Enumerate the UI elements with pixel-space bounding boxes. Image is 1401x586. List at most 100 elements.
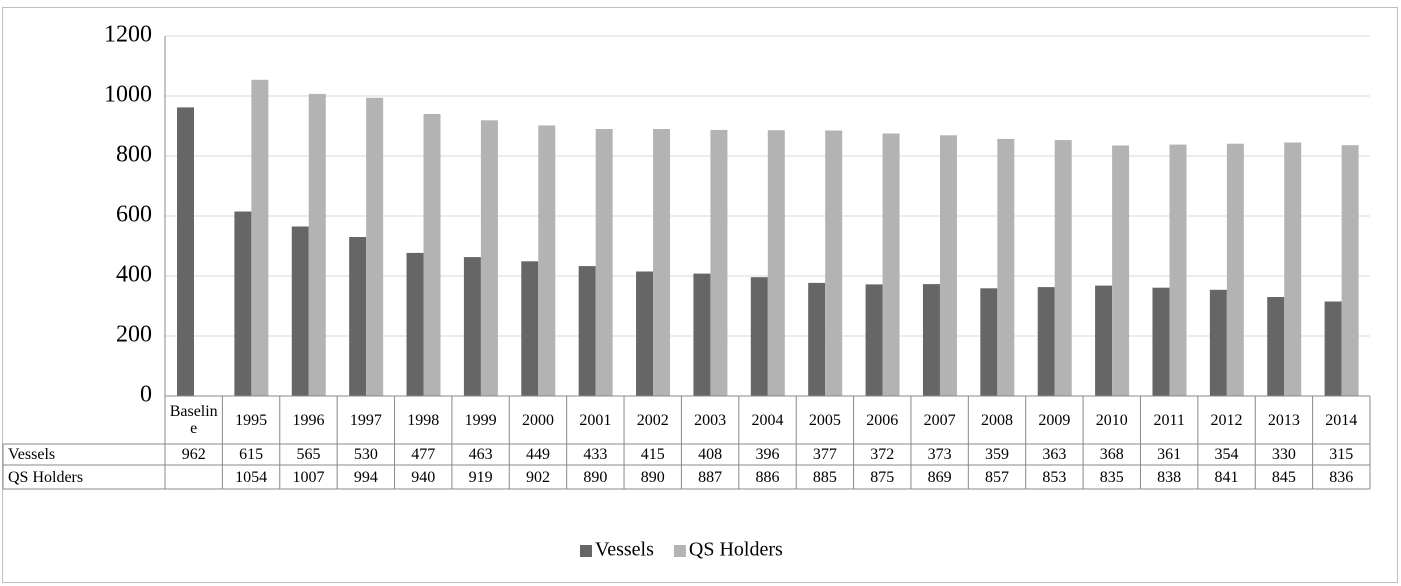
bar bbox=[177, 107, 194, 397]
table-value: 565 bbox=[296, 446, 321, 463]
bar bbox=[750, 277, 768, 396]
x-tick-label: 2004 bbox=[751, 411, 784, 429]
bar bbox=[767, 130, 785, 396]
table-value: 354 bbox=[1214, 446, 1239, 463]
table-value: 377 bbox=[812, 446, 837, 463]
table-value bbox=[165, 465, 222, 489]
table-value: 887 bbox=[698, 468, 723, 486]
table-value: 853 bbox=[1042, 468, 1067, 486]
x-tick-label: 1995 bbox=[235, 411, 268, 429]
x-tick-label: 2005 bbox=[808, 411, 841, 429]
bar bbox=[291, 226, 309, 396]
bar bbox=[595, 129, 613, 396]
bar bbox=[825, 130, 843, 396]
bar bbox=[234, 211, 252, 396]
bar bbox=[653, 129, 671, 396]
table-value: 433 bbox=[583, 446, 608, 463]
bar bbox=[980, 288, 998, 396]
table-value: 449 bbox=[525, 446, 550, 463]
table-value: 885 bbox=[812, 468, 837, 486]
table-value: 1054 bbox=[235, 468, 268, 486]
bar bbox=[423, 114, 441, 396]
bar bbox=[521, 261, 539, 396]
table-value: 615 bbox=[239, 446, 264, 463]
table-value: 890 bbox=[583, 468, 608, 486]
x-tick-label: 2003 bbox=[694, 411, 727, 429]
bar bbox=[636, 271, 654, 396]
x-tick-label: Baseline bbox=[169, 403, 218, 437]
table-row-label: QS Holders bbox=[8, 468, 84, 486]
x-tick-label: 2010 bbox=[1095, 411, 1128, 429]
table-value: 962 bbox=[181, 446, 206, 463]
y-tick-label: 200 bbox=[116, 322, 152, 348]
bar bbox=[1226, 143, 1244, 396]
x-tick-label: 1996 bbox=[292, 411, 325, 429]
bar bbox=[349, 237, 367, 396]
bar bbox=[997, 138, 1015, 396]
table-value: 940 bbox=[411, 468, 436, 486]
table-value: 845 bbox=[1271, 468, 1296, 486]
bar bbox=[1284, 142, 1302, 396]
bar bbox=[710, 129, 728, 396]
bar bbox=[463, 257, 481, 396]
table-value: 919 bbox=[468, 468, 493, 486]
table-value: 463 bbox=[468, 446, 493, 463]
x-tick-label: 2007 bbox=[923, 411, 956, 429]
bar bbox=[1054, 140, 1072, 396]
x-tick-label: 1999 bbox=[464, 411, 497, 429]
table-value: 869 bbox=[927, 468, 952, 486]
bar bbox=[251, 79, 269, 397]
table-value: 373 bbox=[927, 446, 952, 463]
x-tick-label: 2000 bbox=[521, 411, 554, 429]
table-value: 330 bbox=[1271, 446, 1296, 463]
x-tick-label: 2009 bbox=[1038, 411, 1071, 429]
x-tick-label: 2001 bbox=[579, 411, 612, 429]
bar bbox=[939, 135, 957, 397]
table-value: 372 bbox=[870, 446, 895, 463]
table-value: 361 bbox=[1157, 446, 1182, 463]
legend-swatch bbox=[580, 545, 592, 557]
bar bbox=[1037, 287, 1055, 396]
bar bbox=[578, 266, 596, 396]
table-value: 902 bbox=[525, 468, 550, 486]
legend-swatch bbox=[673, 545, 686, 557]
x-tick-label: 2014 bbox=[1325, 411, 1358, 429]
x-tick-label: 2012 bbox=[1210, 411, 1243, 429]
table-value: 875 bbox=[870, 468, 895, 486]
bar bbox=[1112, 145, 1130, 396]
table-value: 359 bbox=[985, 446, 1010, 463]
table-value: 408 bbox=[698, 446, 723, 463]
x-tick-label: 2013 bbox=[1267, 411, 1300, 429]
bar bbox=[1341, 145, 1359, 396]
bar bbox=[308, 93, 326, 397]
bar bbox=[406, 252, 424, 396]
y-tick-label: 1200 bbox=[104, 22, 152, 48]
x-tick-label: 2011 bbox=[1153, 411, 1185, 429]
y-tick-label: 600 bbox=[116, 202, 152, 228]
table-value: 363 bbox=[1042, 446, 1067, 463]
table-value: 1007 bbox=[292, 468, 325, 486]
table-value: 841 bbox=[1214, 468, 1239, 486]
table-value: 838 bbox=[1157, 468, 1182, 486]
table-value: 477 bbox=[411, 446, 436, 463]
x-tick-label: 2006 bbox=[866, 411, 899, 429]
legend-label: Vessels bbox=[595, 539, 654, 561]
table-value: 396 bbox=[755, 446, 780, 463]
table-value: 886 bbox=[755, 468, 780, 486]
bar bbox=[1095, 285, 1113, 396]
bar bbox=[1209, 289, 1227, 396]
y-tick-label: 400 bbox=[116, 262, 152, 288]
bar bbox=[1169, 144, 1187, 396]
table-value: 530 bbox=[353, 446, 378, 463]
table-value: 836 bbox=[1329, 468, 1354, 486]
table-value: 890 bbox=[640, 468, 665, 486]
y-tick-label: 1000 bbox=[104, 82, 152, 108]
bar bbox=[808, 282, 826, 396]
x-tick-label: 2002 bbox=[636, 411, 669, 429]
x-tick-label: 1997 bbox=[349, 411, 382, 429]
bar bbox=[693, 273, 711, 396]
bar bbox=[1152, 287, 1170, 396]
table-value: 835 bbox=[1099, 468, 1124, 486]
bar bbox=[366, 97, 384, 397]
